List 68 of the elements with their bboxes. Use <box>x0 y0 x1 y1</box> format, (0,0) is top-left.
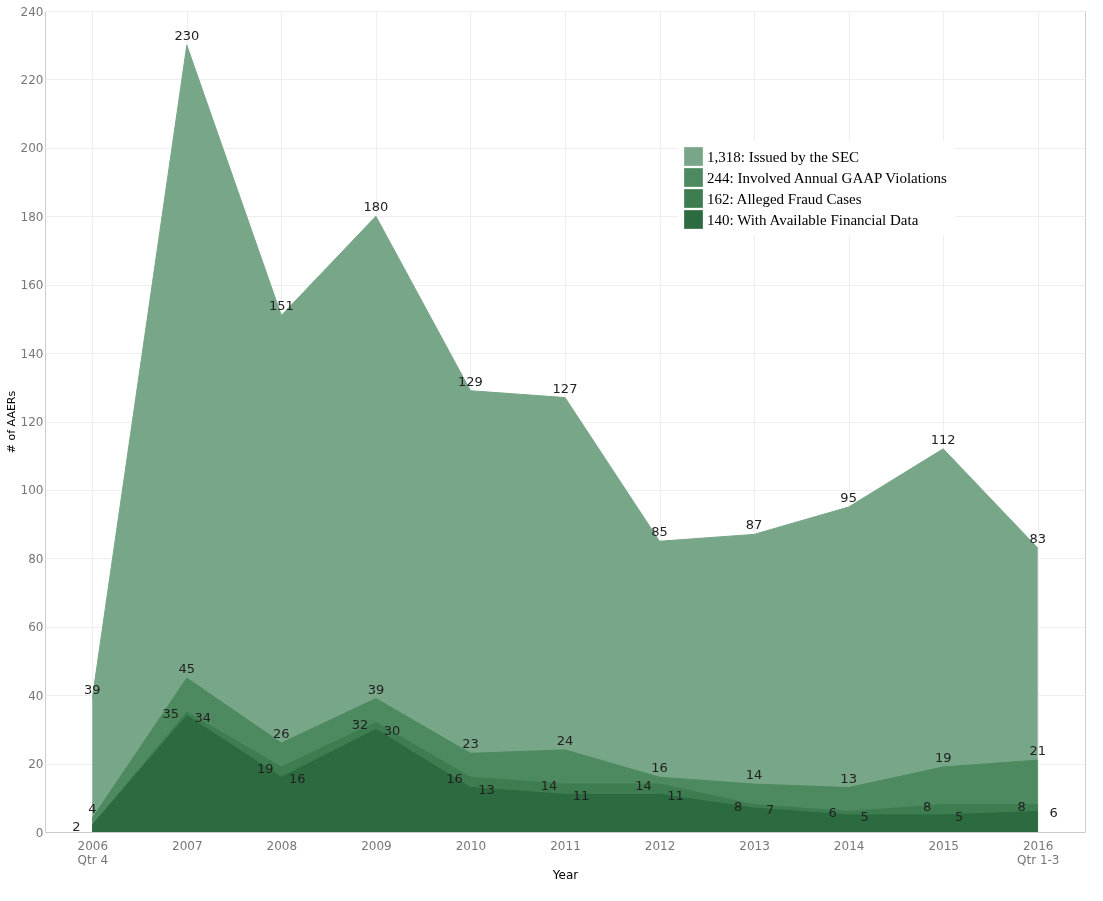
legend-label: 1,318: Issued by the SEC <box>707 148 860 165</box>
data-label: 14 <box>635 778 652 794</box>
data-label: 11 <box>572 788 590 804</box>
legend-label: 244: Involved Annual GAAP Violations <box>707 169 948 186</box>
data-label: 83 <box>1029 531 1046 547</box>
x-tick-label: 2009 <box>361 838 392 853</box>
data-label: 87 <box>745 517 763 533</box>
y-tick-label: 220 <box>20 72 44 87</box>
x-axis-title: Year <box>551 867 579 882</box>
y-axis-title: # of AAERs <box>4 390 18 454</box>
x-tick-label: 2015 <box>928 838 959 853</box>
y-tick-label: 180 <box>20 209 44 224</box>
x-tick-label: 2007 <box>172 838 203 853</box>
data-label: 39 <box>367 681 385 697</box>
data-label: 180 <box>363 199 389 215</box>
y-tick-label: 0 <box>35 825 44 840</box>
x-tick-label: 2016 Qtr 1-3 <box>1016 838 1060 867</box>
data-label: 127 <box>552 380 578 396</box>
data-label: 5 <box>955 808 964 824</box>
y-tick-label: 200 <box>20 141 44 156</box>
data-label: 6 <box>1049 805 1058 821</box>
data-label: 14 <box>540 778 558 794</box>
data-label: 26 <box>273 726 290 742</box>
legend-label: 162: Alleged Fraud Cases <box>707 190 862 207</box>
data-label: 19 <box>257 761 274 776</box>
x-tick-label: 2010 <box>455 838 487 853</box>
data-label: 23 <box>462 736 479 752</box>
data-label: 14 <box>745 767 763 783</box>
data-label: 8 <box>923 798 932 814</box>
data-label: 8 <box>1017 798 1026 814</box>
y-tick-label: 20 <box>28 757 44 772</box>
data-label: 32 <box>351 716 369 732</box>
data-label: 35 <box>162 706 180 722</box>
y-tick-label: 120 <box>20 415 44 429</box>
data-label: 16 <box>446 771 463 787</box>
y-tick-label: 160 <box>20 278 44 293</box>
data-label: 16 <box>289 771 306 787</box>
x-tick-label: 2013 <box>739 838 770 853</box>
y-tick-label: 40 <box>28 688 44 703</box>
y-tick-label: 140 <box>20 346 44 361</box>
data-label: 13 <box>478 781 495 797</box>
data-label: 13 <box>840 770 857 786</box>
data-label: 19 <box>934 750 952 765</box>
y-tick-label: 80 <box>28 551 44 566</box>
y-tick-label: 60 <box>28 620 44 635</box>
y-tick-label: 240 <box>20 4 44 19</box>
data-label: 30 <box>383 723 401 739</box>
x-tick-label: 2012 <box>644 838 676 853</box>
x-tick-label: 2014 <box>833 838 865 853</box>
data-label: 34 <box>194 709 212 725</box>
data-label: 45 <box>178 661 196 677</box>
data-label: 5 <box>860 808 869 824</box>
data-label: 24 <box>556 732 574 748</box>
data-label: 230 <box>174 28 200 44</box>
data-label: 2 <box>72 819 81 835</box>
data-label: 16 <box>651 760 668 776</box>
y-tick-label: 100 <box>20 483 44 498</box>
data-label: 7 <box>765 802 775 818</box>
data-label: 95 <box>840 490 857 506</box>
legend-label: 140: With Available Financial Data <box>707 211 919 228</box>
data-label: 6 <box>828 805 837 821</box>
data-label: 85 <box>651 524 668 540</box>
data-label: 112 <box>930 431 956 447</box>
x-tick-label: 2006 Qtr 4 <box>77 838 109 867</box>
x-tick-label: 2011 <box>550 838 581 853</box>
data-label: 8 <box>733 798 743 814</box>
x-tick-label: 2008 <box>266 838 298 853</box>
data-label: 11 <box>667 788 684 804</box>
